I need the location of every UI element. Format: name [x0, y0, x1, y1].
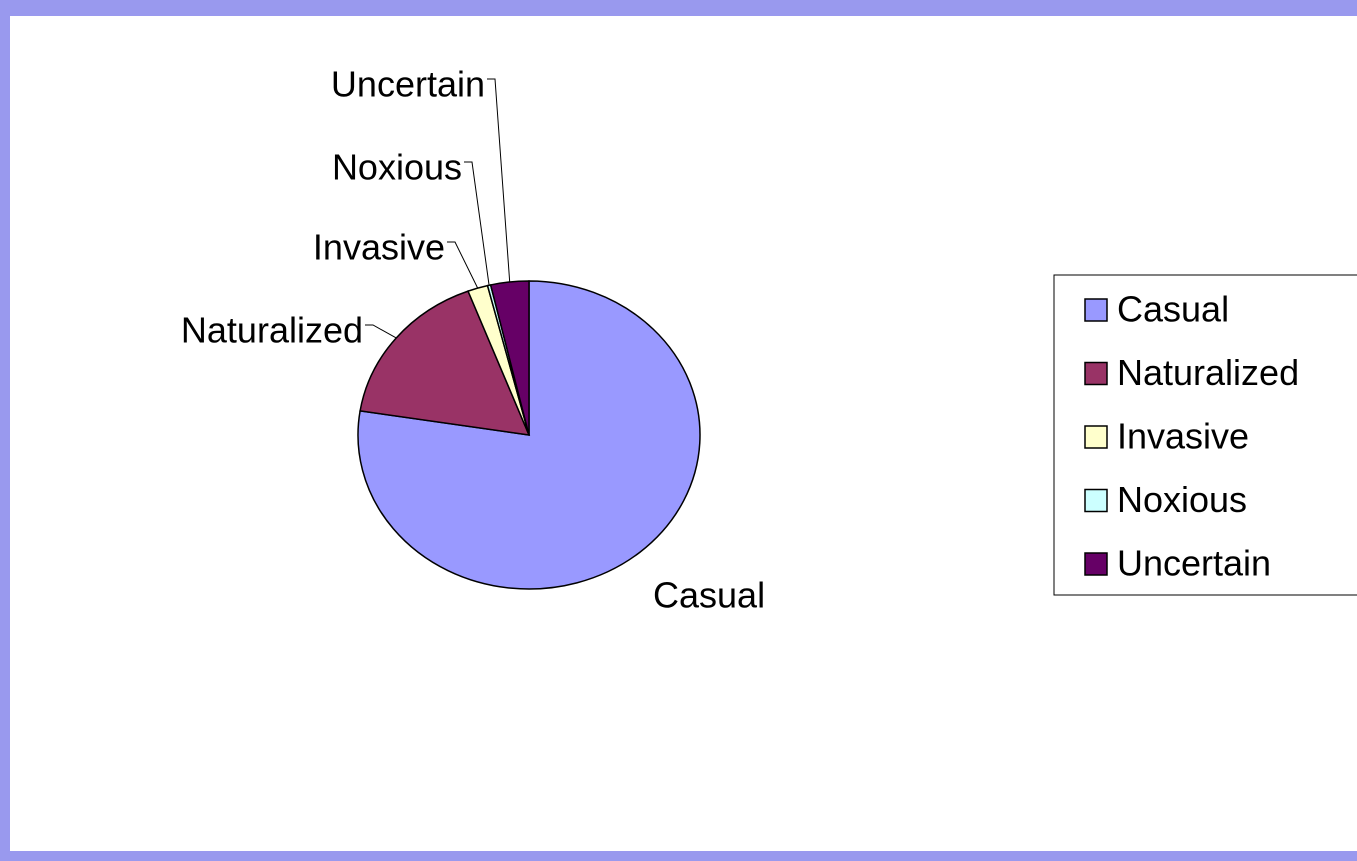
legend-swatch: [1084, 298, 1108, 322]
legend-label: Casual: [1117, 289, 1229, 330]
leader-line: [487, 78, 511, 283]
slice-label: Casual: [653, 575, 765, 616]
slice-label: Noxious: [332, 147, 462, 188]
legend-label: Noxious: [1117, 479, 1247, 520]
slice-label: Naturalized: [181, 310, 363, 351]
slice-label: Uncertain: [331, 64, 485, 105]
leader-line: [464, 161, 490, 286]
legend-swatch: [1084, 425, 1108, 449]
pie-slice: [489, 280, 530, 436]
pie-slice: [359, 290, 531, 436]
legend-swatch: [1084, 488, 1108, 513]
legend-swatch: [1084, 552, 1108, 576]
legend-swatch: [1084, 361, 1108, 386]
leader-line: [365, 324, 397, 339]
legend-label: Invasive: [1117, 416, 1249, 457]
leader-line: [447, 241, 479, 289]
legend-label: Uncertain: [1117, 543, 1271, 584]
slice-label: Invasive: [313, 227, 445, 268]
legend-label: Naturalized: [1117, 352, 1299, 393]
